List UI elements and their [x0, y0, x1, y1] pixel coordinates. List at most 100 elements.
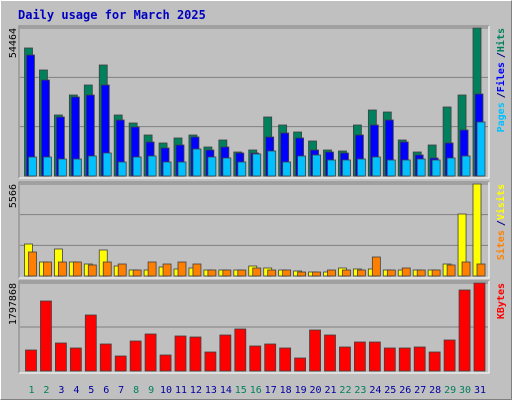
- bar: [342, 159, 351, 177]
- bar: [87, 264, 97, 277]
- x-tick-label: 19: [295, 385, 307, 396]
- bar: [267, 269, 277, 277]
- bar: [207, 269, 217, 277]
- y-max-label: 54464: [8, 28, 19, 58]
- bar: [264, 343, 277, 372]
- bar: [237, 269, 247, 277]
- y-max-label: 5566: [8, 184, 19, 208]
- bar: [192, 263, 202, 277]
- bar: [428, 351, 441, 372]
- plot-bevel: [18, 280, 489, 373]
- bar: [472, 183, 482, 277]
- bar: [207, 156, 217, 177]
- x-tick-label: 11: [175, 385, 187, 396]
- x-tick-label: 1: [28, 385, 34, 396]
- bar: [129, 340, 142, 372]
- bar: [443, 339, 456, 372]
- bar: [222, 269, 232, 277]
- plot-bevel: [19, 182, 490, 279]
- bar: [237, 161, 247, 177]
- bar: [339, 346, 351, 372]
- bar: [177, 161, 187, 177]
- bar: [312, 271, 321, 277]
- plot-bevel: [18, 25, 489, 178]
- bar: [413, 346, 426, 372]
- legend-entry: Sites: [495, 230, 507, 260]
- bar: [58, 261, 67, 277]
- x-tick-label: 10: [160, 385, 172, 396]
- bar: [282, 269, 292, 277]
- x-tick-label: 13: [205, 385, 217, 396]
- bar: [43, 156, 52, 177]
- x-tick-label: 2: [43, 385, 49, 396]
- legend-entry: Hits: [495, 28, 507, 52]
- bar: [99, 343, 112, 372]
- bar: [473, 282, 486, 372]
- bar: [386, 159, 396, 177]
- bar: [25, 349, 37, 372]
- bar: [297, 155, 307, 177]
- x-tick-label: 26: [399, 385, 411, 396]
- bar: [162, 263, 172, 277]
- bar: [204, 351, 217, 372]
- x-tick-label: 17: [265, 385, 277, 396]
- bar: [353, 341, 366, 372]
- bar: [117, 161, 127, 177]
- bar: [28, 251, 37, 277]
- plot-bevel: [18, 181, 489, 278]
- x-tick-label: 6: [103, 385, 109, 396]
- x-tick-label: 30: [459, 385, 471, 396]
- bar: [43, 261, 52, 277]
- bar: [87, 155, 97, 177]
- bar: [309, 329, 321, 372]
- x-tick-label: 9: [148, 385, 154, 396]
- x-tick-label: 15: [235, 385, 247, 396]
- bar: [147, 261, 157, 277]
- x-tick-label: 20: [310, 385, 322, 396]
- x-tick-label: 27: [414, 385, 426, 396]
- bar: [132, 156, 142, 177]
- bar: [461, 155, 471, 177]
- bar: [69, 347, 82, 372]
- bar: [177, 261, 187, 277]
- x-tick-label: 7: [118, 385, 124, 396]
- y-max-label: 1797868: [8, 283, 19, 325]
- legend-entry: Files: [495, 62, 507, 92]
- bar: [252, 153, 262, 177]
- bar: [72, 158, 82, 177]
- bar: [219, 334, 232, 372]
- bar: [279, 347, 292, 372]
- x-tick-label: 29: [444, 385, 456, 396]
- plot-area: [19, 182, 489, 278]
- x-tick-label: 22: [339, 385, 351, 396]
- bar: [371, 256, 381, 277]
- x-tick-label: 21: [324, 385, 336, 396]
- bar: [72, 261, 82, 277]
- bar: [252, 267, 262, 277]
- bar: [327, 159, 336, 177]
- x-tick-label: 12: [190, 385, 202, 396]
- bar: [234, 328, 247, 372]
- bar: [249, 345, 262, 372]
- bar: [431, 159, 441, 177]
- legend: Sites /Visits: [495, 184, 507, 260]
- bar: [476, 121, 486, 177]
- bar: [282, 161, 292, 177]
- bar: [132, 269, 142, 277]
- legend-separator: /: [496, 92, 507, 98]
- bar: [192, 148, 202, 177]
- x-tick-label: 24: [369, 385, 381, 396]
- bar: [84, 314, 97, 372]
- bar: [117, 263, 127, 277]
- x-tick-label: 14: [220, 385, 232, 396]
- x-tick-label: 28: [429, 385, 441, 396]
- x-tick-label: 18: [280, 385, 292, 396]
- bar: [461, 261, 471, 277]
- x-tick-label: 16: [250, 385, 262, 396]
- bar: [476, 263, 486, 277]
- bar: [312, 154, 321, 177]
- bar: [40, 300, 52, 372]
- bar: [297, 271, 307, 277]
- bar: [368, 341, 381, 372]
